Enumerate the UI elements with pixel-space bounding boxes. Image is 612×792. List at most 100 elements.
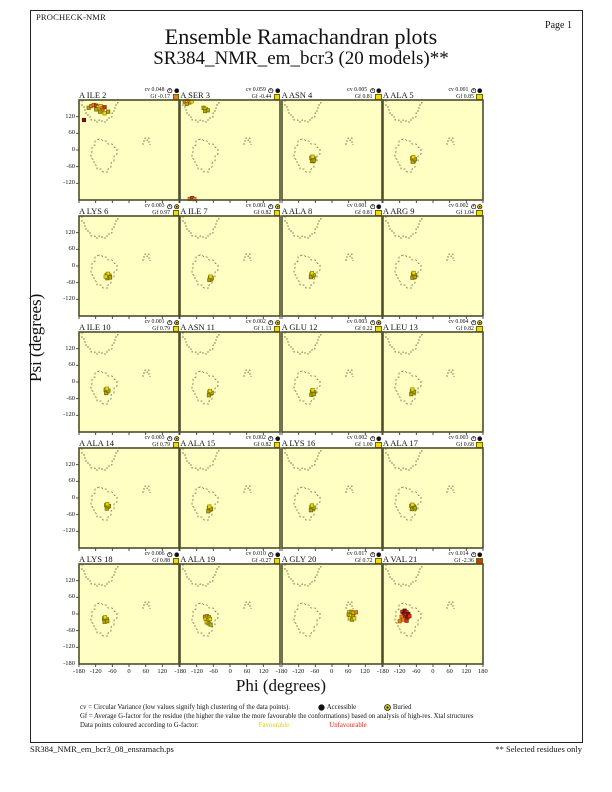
ramachandran-subplot[interactable] xyxy=(76,215,180,319)
model-data-point xyxy=(105,502,110,507)
legend-unfavourable-label: Unfavourable xyxy=(329,722,367,730)
residue-label: A LYS 6 xyxy=(79,206,109,216)
residue-header: A LYS 18 cv 0.006 Gf 0.88 xyxy=(79,548,179,564)
ramachandran-subplot[interactable] xyxy=(179,98,282,203)
ramachandran-subplot[interactable] xyxy=(280,99,383,203)
cv-value: cv 0.004 xyxy=(448,319,483,326)
model-data-point xyxy=(207,393,212,398)
residue-label: A ASN 11 xyxy=(180,322,215,332)
y-tick-label: -120 xyxy=(63,527,75,535)
model-data-point xyxy=(412,506,417,511)
residue-label: A ALA 15 xyxy=(180,438,216,448)
page-subtitle: SR384_NMR_em_bcr3 (20 models)** xyxy=(153,48,449,69)
cv-gf-block: cv 0.059 Gf -0.44 xyxy=(246,87,281,100)
cv-value: cv 0.001 xyxy=(145,319,179,326)
ramachandran-subplot[interactable] xyxy=(179,447,282,551)
x-tick-label: -120 xyxy=(292,668,305,675)
legend-gf-text: Gf = Average G-factor for the residue (t… xyxy=(80,713,474,721)
residue-header: A ALA 15 cv 0.002 Gf 0.82 xyxy=(180,432,281,448)
model-data-point xyxy=(192,197,197,202)
model-data-point xyxy=(103,274,108,279)
residue-header: A ARG 9 cv 0.002 Gf 1.04 xyxy=(383,200,483,216)
ramachandran-subplot[interactable] xyxy=(280,447,383,551)
model-data-point xyxy=(309,271,314,276)
residue-header: A SER 3 cv 0.059 Gf -0.44 xyxy=(180,84,281,100)
model-data-point xyxy=(208,622,213,627)
legend-accessible-label: Accessible xyxy=(326,704,357,711)
cv-value: cv 0.001 xyxy=(246,203,281,210)
ramachandran-subplot[interactable] xyxy=(76,99,180,203)
cv-value: cv 0.006 xyxy=(145,551,179,558)
cv-gf-block: cv 0.003 Gf 0.68 xyxy=(448,435,483,448)
residue-label: A ILE 2 xyxy=(79,90,107,100)
ramachandran-subplot[interactable] xyxy=(179,563,282,667)
model-data-point xyxy=(311,158,316,163)
legend-favourable-label: Favourable xyxy=(258,722,290,730)
x-tick-label: 120 xyxy=(461,668,472,675)
model-data-point xyxy=(412,275,417,280)
residue-header: A ILE 10 cv 0.001 Gf 0.79 xyxy=(79,316,179,332)
ramachandran-subplot[interactable] xyxy=(382,447,484,551)
ramachandran-subplot[interactable] xyxy=(382,215,484,319)
x-tick-label: -180 xyxy=(73,668,85,675)
model-data-point xyxy=(353,610,358,615)
ramachandran-subplot[interactable] xyxy=(382,99,484,203)
cv-value: cv 0.014 xyxy=(448,551,483,558)
residue-header: A LYS 6 cv 0.003 Gf 0.97 xyxy=(79,200,179,216)
footer-filename: SR384_NMR_em_bcr3_08_ensramach.ps xyxy=(30,744,174,754)
ramachandran-subplot[interactable] xyxy=(76,447,180,551)
y-tick-label: 60 xyxy=(68,129,76,137)
ramachandran-subplot[interactable] xyxy=(179,331,282,435)
model-data-point xyxy=(411,155,416,160)
ramachandran-subplot[interactable] xyxy=(382,331,484,435)
x-tick-label: 0 xyxy=(127,668,131,675)
ramachandran-subplot[interactable] xyxy=(280,563,383,667)
x-tick-label: 120 xyxy=(157,668,168,675)
cv-value: cv 0.001 xyxy=(448,87,483,94)
ramachandran-subplot[interactable] xyxy=(280,215,383,319)
x-tick-label: 0 xyxy=(228,668,232,675)
residue-label: A VAL 21 xyxy=(382,554,418,564)
model-data-point xyxy=(351,616,356,621)
model-data-point xyxy=(184,101,190,106)
x-tick-label: 120 xyxy=(360,668,370,675)
ramachandran-subplot[interactable] xyxy=(76,331,180,435)
ramachandran-subplot[interactable] xyxy=(76,563,180,667)
y-tick-label: -120 xyxy=(63,643,75,651)
x-tick-label: 120 xyxy=(258,668,269,675)
footer-note: ** Selected residues only xyxy=(495,744,582,754)
model-data-point xyxy=(409,392,414,397)
model-data-point xyxy=(208,388,213,393)
ramachandran-subplot[interactable] xyxy=(382,563,484,667)
residue-label: A ALA 17 xyxy=(382,438,418,448)
y-tick-label: -60 xyxy=(66,626,75,634)
cv-value: cv 0.001 xyxy=(347,203,382,210)
model-data-point xyxy=(397,619,402,624)
x-tick-label: -180 xyxy=(376,668,389,675)
x-tick-label: -180 xyxy=(174,668,187,675)
residue-label: A ARG 9 xyxy=(382,206,415,216)
y-tick-label: 120 xyxy=(65,576,75,584)
x-tick-label: 180 xyxy=(478,668,488,675)
x-tick-label: -120 xyxy=(191,668,203,675)
cv-gf-block: cv 0.010 Gf -0.27 xyxy=(246,551,281,564)
y-tick-label: 0 xyxy=(71,610,75,617)
y-tick-label: -180 xyxy=(63,660,75,667)
y-tick-label: 120 xyxy=(65,344,75,352)
x-axis-title: Phi (degrees) xyxy=(235,676,327,695)
model-data-point xyxy=(208,274,213,279)
model-data-point xyxy=(310,154,315,159)
ramachandran-subplot[interactable] xyxy=(179,215,282,319)
y-tick-label: 120 xyxy=(65,112,75,120)
model-data-point xyxy=(410,502,415,507)
y-axis-title: Psi (degrees) xyxy=(26,293,45,382)
ramachandran-subplot[interactable] xyxy=(280,331,383,435)
model-data-point xyxy=(410,387,415,392)
residue-label: A LYS 16 xyxy=(281,438,316,448)
residue-label: A ILE 10 xyxy=(79,322,111,332)
cv-value: cv 0.048 xyxy=(145,87,179,94)
page-title: Ensemble Ramachandran plots xyxy=(164,24,438,49)
cv-value: cv 0.017 xyxy=(347,551,382,558)
y-tick-label: -60 xyxy=(66,394,75,402)
